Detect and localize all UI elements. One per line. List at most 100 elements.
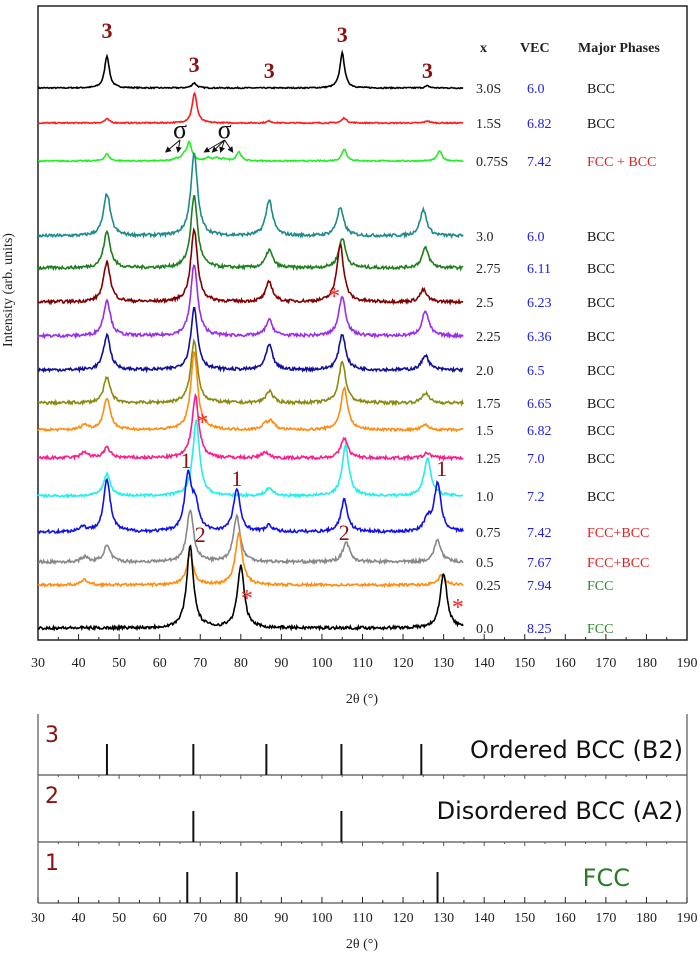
series-vec: 8.25 (527, 622, 552, 637)
series-phase: BCC (587, 262, 615, 277)
annotation-peak-3: 3 (189, 52, 200, 77)
series-vec: 6.82 (527, 117, 552, 132)
annotation-peak-3: 3 (422, 58, 433, 83)
ref-x-tick-label: 80 (234, 911, 248, 926)
sigma-arrow (175, 139, 182, 153)
annotation-peak-3: 3 (264, 58, 275, 83)
ref-x-tick-label: 60 (153, 911, 167, 926)
main-x-tick-label: 170 (595, 656, 616, 671)
y-axis-label: Intensity (arb. units) (1, 233, 16, 347)
series-vec: 7.0 (527, 452, 545, 467)
main-x-tick-label: 130 (433, 656, 454, 671)
series-phase: FCC + BCC (587, 155, 656, 170)
series-x-label: 0.75 (476, 526, 501, 541)
series-vec: 6.82 (527, 424, 552, 439)
series-x-label: 0.25 (476, 579, 501, 594)
main-x-tick-label: 190 (677, 656, 698, 671)
series-phase: FCC (587, 579, 613, 594)
main-x-tick-label: 70 (193, 656, 207, 671)
main-x-tick-label: 80 (234, 656, 248, 671)
series-phase: FCC+BCC (587, 526, 649, 541)
reference-patterns: 3 Ordered BCC (B2) 2 Disordered BCC (A2) 1 FC… (31, 714, 698, 926)
ref-x-tick-label: 130 (433, 911, 454, 926)
series-vec: 7.94 (527, 579, 552, 594)
trace-2.25 (37, 264, 464, 340)
series-x-label: 3.0S (476, 82, 501, 97)
series-x-label: 0.5 (476, 556, 494, 571)
series-vec: 6.65 (527, 397, 552, 412)
series-x-label: 0.75S (476, 155, 508, 170)
trace-0.5 (37, 508, 464, 566)
ref-panel-3: 3 Ordered BCC (B2) (37, 723, 688, 779)
main-x-tick-label: 180 (636, 656, 657, 671)
ref-x-tick-label: 170 (595, 911, 616, 926)
series-phase: BCC (587, 364, 615, 379)
series-phase: BCC (587, 490, 615, 505)
x-axis-label: 2θ (°) (346, 692, 378, 707)
ref-x-tick-label: 140 (474, 911, 495, 926)
ref-x-tick-label: 190 (677, 911, 698, 926)
series-vec: 6.0 (527, 82, 545, 97)
annotation-asterisk: * (328, 284, 340, 310)
sigma-arrow (203, 139, 225, 153)
main-x-tick-label: 160 (555, 656, 576, 671)
annotation-asterisk: * (241, 586, 253, 612)
annotation-sigma: σ (218, 115, 232, 144)
series-phase: BCC (587, 330, 615, 345)
annotation-peak-1: 1 (181, 448, 192, 473)
series-vec: 6.36 (527, 330, 552, 345)
sigma-arrow (219, 139, 226, 153)
trace-1.25 (37, 392, 464, 462)
ref-panel-index: 1 (45, 851, 59, 876)
trace-0.0 (37, 544, 464, 632)
trace-0.75 (37, 469, 464, 535)
trace-1.5 (37, 350, 464, 433)
series-vec: 7.42 (527, 526, 552, 541)
trace-2.75 (37, 195, 464, 272)
series-x-label: 1.75 (476, 397, 501, 412)
series-vec: 7.67 (527, 556, 552, 571)
trace-2.0 (37, 306, 464, 374)
main-x-tick-label: 110 (352, 656, 372, 671)
ref-x-tick-label: 180 (636, 911, 657, 926)
table-header-vec: VEC (520, 41, 550, 56)
series-phase: FCC+BCC (587, 556, 649, 571)
series-vec: 6.23 (527, 296, 552, 311)
main-x-tick-label: 150 (514, 656, 535, 671)
main-plot-frame (37, 5, 688, 641)
table-header-phases: Major Phases (578, 41, 660, 56)
ref-panel-index: 2 (45, 784, 59, 809)
trace-0.75S (37, 139, 464, 163)
series-phase: BCC (587, 230, 615, 245)
x-axis-ticks: 30 40 50 60 70 80 90 100 110 120 130 140 150 160 170 18… (31, 634, 698, 671)
ref-x-tick-label: 30 (31, 911, 45, 926)
series-x-label: 3.0 (476, 230, 494, 245)
ref-x-tick-label: 70 (193, 911, 207, 926)
series-x-label: 2.25 (476, 330, 501, 345)
trace-3.0 (37, 151, 464, 240)
ref-phase-name: FCC (583, 864, 630, 892)
ref-x-tick-label: 160 (555, 911, 576, 926)
annotation-peak-3: 3 (337, 22, 348, 47)
series-x-label: 1.5 (476, 424, 494, 439)
main-x-tick-label: 60 (153, 656, 167, 671)
ref-x-axis-label: 2θ (°) (346, 937, 378, 952)
series-vec: 7.42 (527, 155, 552, 170)
xrd-traces (37, 49, 464, 632)
series-phase: BCC (587, 296, 615, 311)
annotation-peak-2: 2 (339, 520, 350, 545)
series-x-label: 1.25 (476, 452, 501, 467)
series-x-label: 2.75 (476, 262, 501, 277)
trace-2.5 (37, 226, 464, 306)
annotation-peak-3: 3 (101, 18, 112, 43)
ref-phase-name: Ordered BCC (B2) (470, 736, 683, 764)
annotation-peak-1: 1 (436, 456, 447, 481)
ref-x-tick-label: 50 (112, 911, 126, 926)
series-phase: FCC (587, 622, 613, 637)
series-x-label: 2.5 (476, 296, 494, 311)
ref-x-tick-label: 120 (393, 911, 414, 926)
ref-phase-name: Disordered BCC (A2) (437, 797, 683, 825)
sigma-arrow (211, 139, 225, 153)
